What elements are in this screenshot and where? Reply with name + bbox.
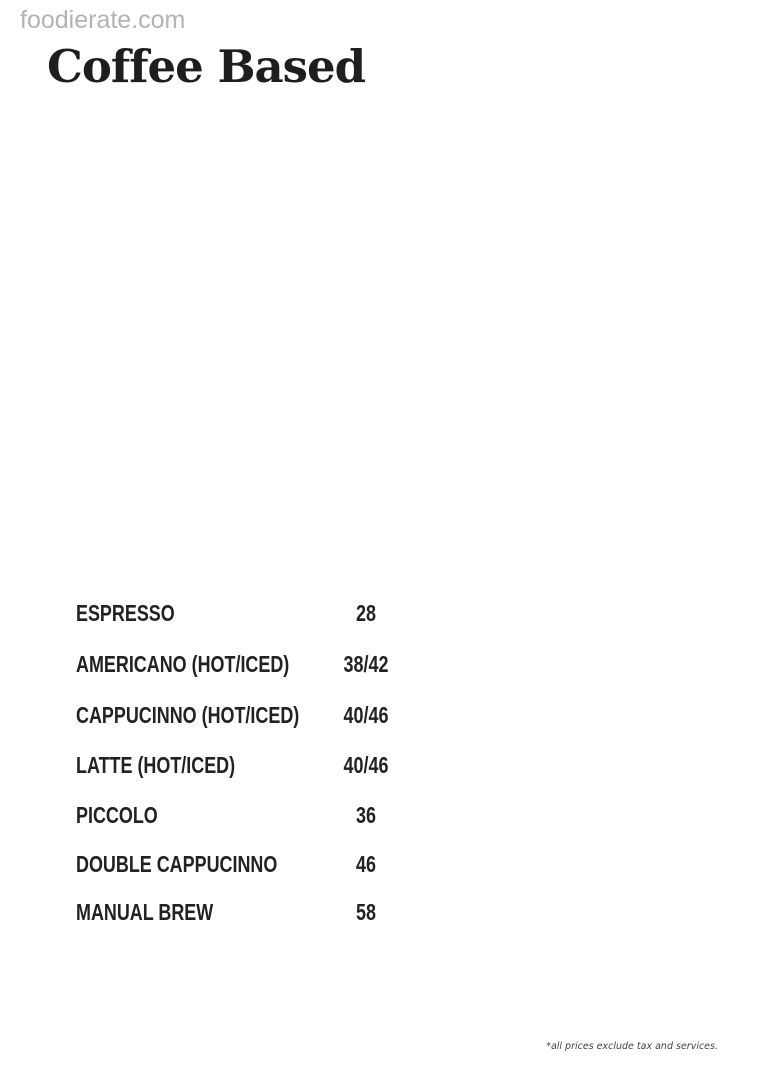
menu-item: CAPPUCINNO (HOT/ICED) 40/46	[76, 700, 416, 730]
menu-item: LATTE (HOT/ICED) 40/46	[76, 750, 416, 780]
menu-item: DOUBLE CAPPUCINNO 46	[76, 849, 416, 879]
price-note: *all prices exclude tax and services.	[546, 1041, 718, 1052]
item-name: ESPRESSO	[76, 600, 175, 626]
item-price: 38/42	[343, 651, 389, 677]
menu-item: MANUAL BREW 58	[76, 897, 416, 927]
item-price: 58	[356, 899, 376, 925]
item-name: AMERICANO (HOT/ICED)	[76, 651, 290, 677]
item-price: 40/46	[343, 702, 389, 728]
item-name: CAPPUCINNO (HOT/ICED)	[76, 702, 300, 728]
item-price: 36	[356, 802, 376, 828]
item-name: MANUAL BREW	[76, 899, 214, 925]
item-name: LATTE (HOT/ICED)	[76, 752, 236, 778]
item-price: 40/46	[343, 752, 389, 778]
menu-item: ESPRESSO 28	[76, 598, 416, 628]
item-name: DOUBLE CAPPUCINNO	[76, 851, 278, 877]
watermark: foodierate.com	[20, 6, 186, 34]
menu-item: PICCOLO 36	[76, 800, 416, 830]
item-price: 46	[356, 851, 376, 877]
item-name: PICCOLO	[76, 802, 158, 828]
item-price: 28	[356, 600, 376, 626]
menu-item: AMERICANO (HOT/ICED) 38/42	[76, 649, 416, 679]
page-title: Coffee Based	[47, 40, 366, 93]
